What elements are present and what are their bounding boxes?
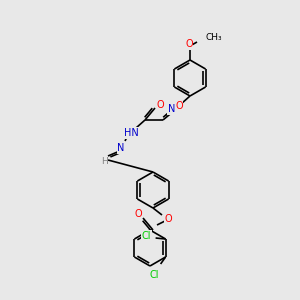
Text: HN: HN	[124, 128, 138, 138]
Text: H: H	[100, 158, 107, 166]
Text: O: O	[175, 101, 183, 111]
Text: Cl: Cl	[150, 270, 159, 280]
Text: Cl: Cl	[142, 231, 151, 241]
Text: O: O	[185, 39, 193, 49]
Text: CH₃: CH₃	[205, 34, 222, 43]
Text: N: N	[117, 143, 125, 153]
Text: NH: NH	[168, 104, 182, 114]
Text: O: O	[134, 209, 142, 219]
Text: O: O	[156, 100, 164, 110]
Text: O: O	[164, 214, 172, 224]
